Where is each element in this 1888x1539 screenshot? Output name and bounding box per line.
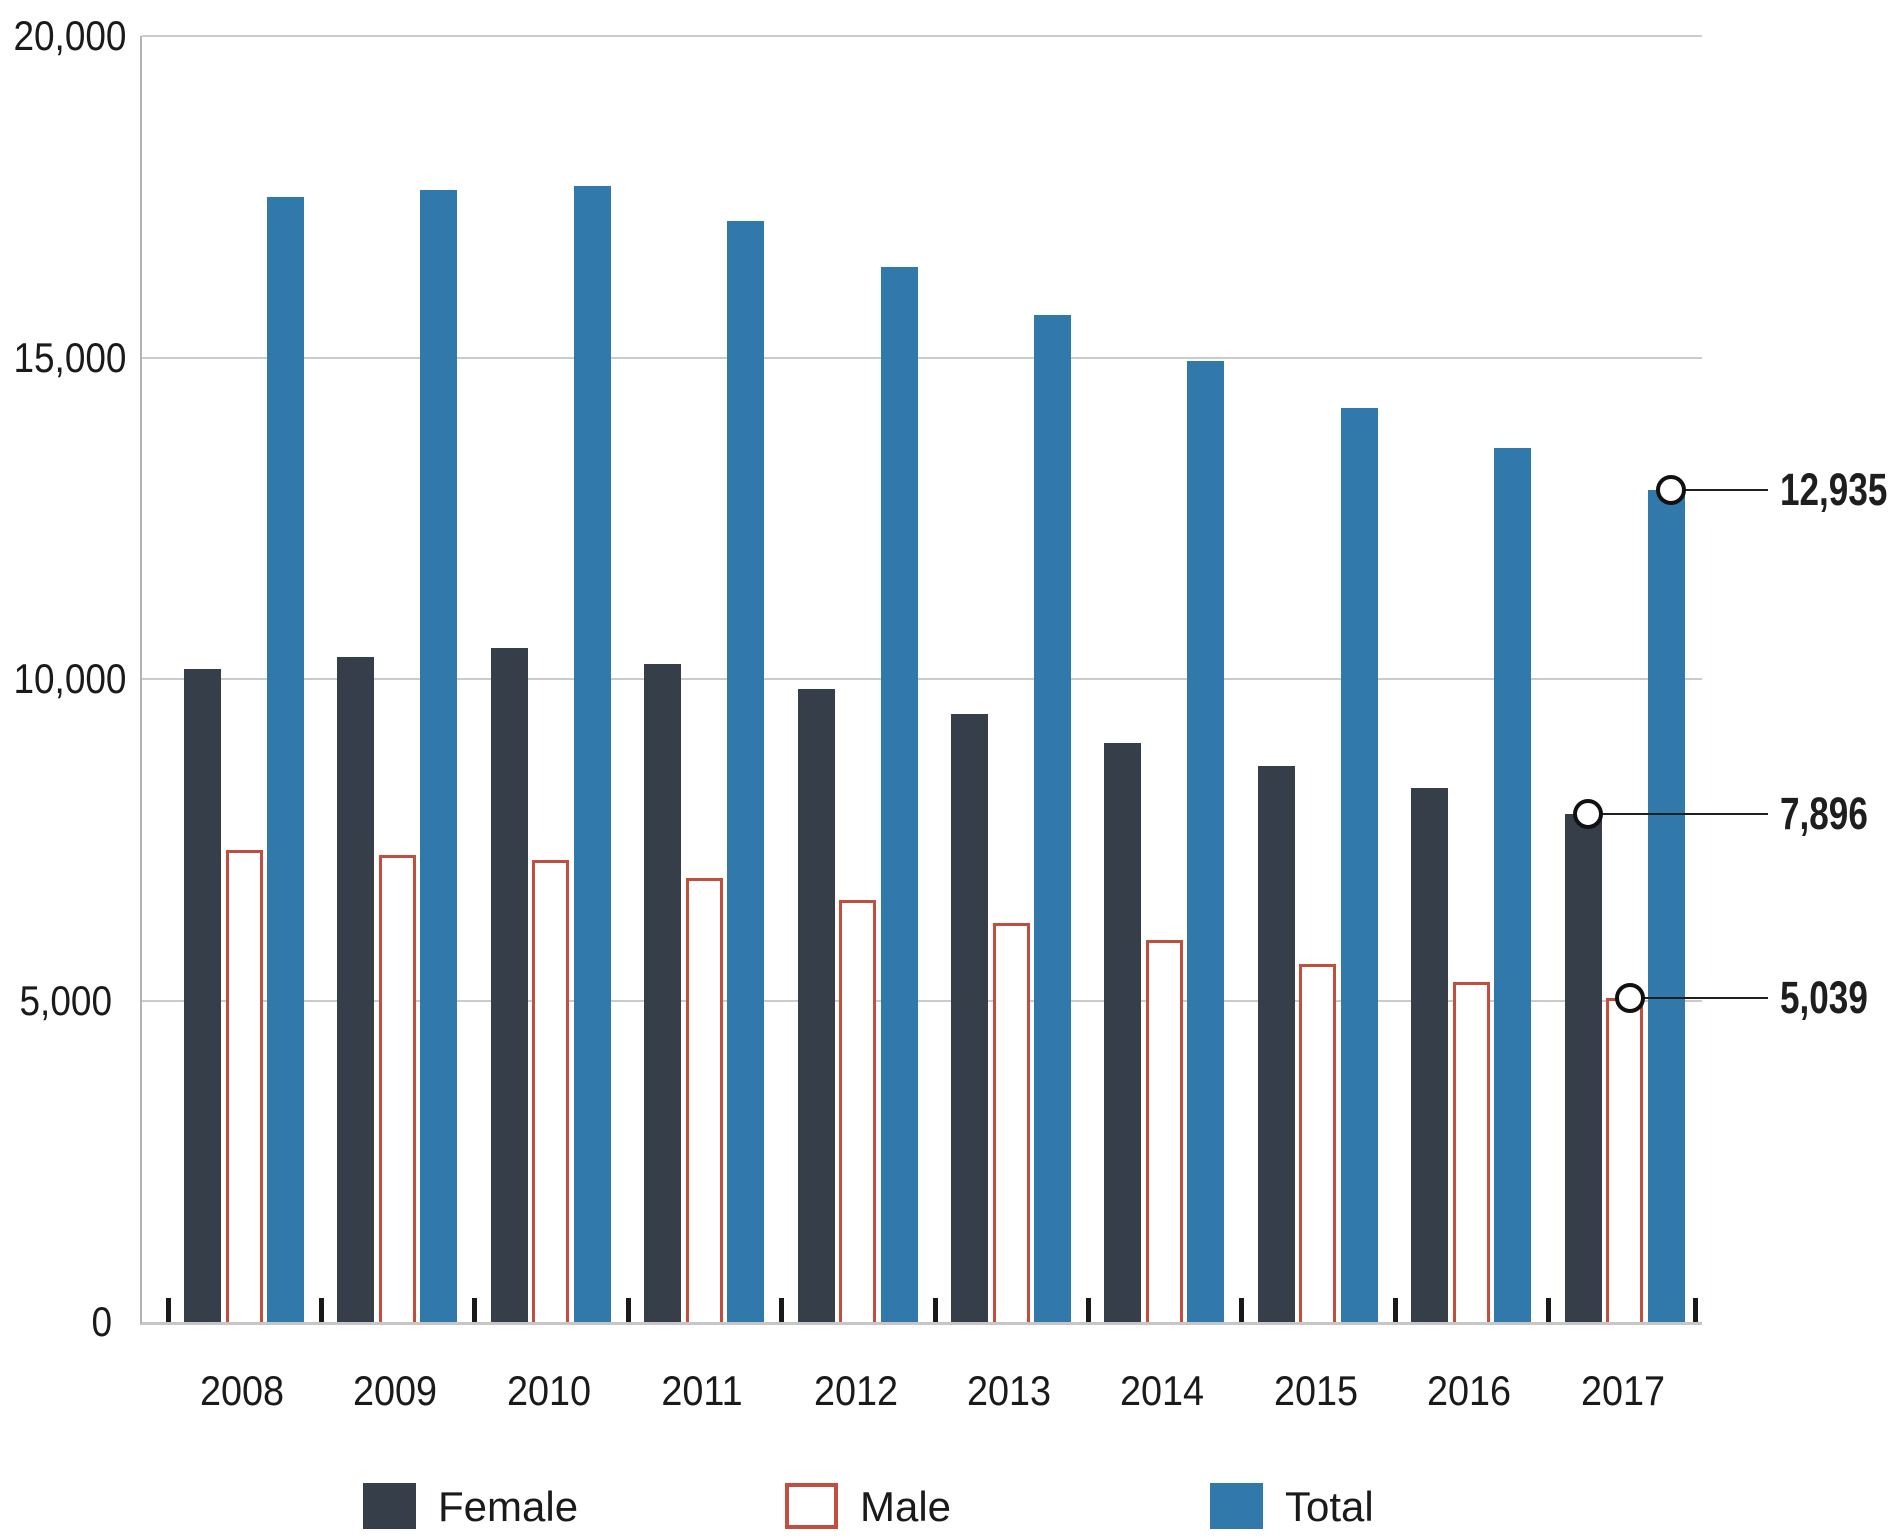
gridline-10000 bbox=[142, 678, 1702, 680]
annotation-line-female bbox=[1588, 813, 1768, 816]
y-axis-label-10000: 10,000 bbox=[13, 655, 127, 702]
annotation-line-total bbox=[1671, 489, 1768, 492]
female-swatch bbox=[363, 1483, 416, 1529]
bar-male-2012 bbox=[839, 900, 877, 1322]
y-axis-label-15000: 15,000 bbox=[13, 333, 127, 381]
bar-male-2017 bbox=[1606, 998, 1644, 1322]
y-axis-label-0: 0 bbox=[91, 1298, 112, 1345]
bar-female-2013 bbox=[951, 714, 988, 1322]
y-axis-label-20000: 20,000 bbox=[13, 12, 127, 59]
bar-total-2012 bbox=[880, 267, 918, 1322]
annotation-marker-total bbox=[1656, 475, 1687, 506]
bar-male-2015 bbox=[1299, 963, 1337, 1322]
x-axis-label-2012: 2012 bbox=[813, 1367, 898, 1414]
total-swatch bbox=[1210, 1483, 1263, 1529]
bar-female-2014 bbox=[1104, 742, 1142, 1322]
x-axis-tick bbox=[1392, 1298, 1398, 1322]
bar-total-2008 bbox=[267, 197, 304, 1322]
bar-male-2009 bbox=[378, 855, 416, 1322]
bar-total-2017 bbox=[1647, 490, 1685, 1322]
bar-male-2008 bbox=[225, 850, 263, 1322]
plot-area bbox=[140, 35, 1702, 1325]
bar-total-2009 bbox=[420, 190, 458, 1322]
x-axis-tick bbox=[625, 1298, 631, 1322]
x-axis-label-2010: 2010 bbox=[506, 1367, 591, 1414]
x-axis-tick-end bbox=[1693, 1298, 1698, 1322]
annotation-label-male: 5,039 bbox=[1780, 971, 1868, 1023]
male-swatch bbox=[785, 1483, 838, 1529]
bar-female-2016 bbox=[1411, 788, 1449, 1322]
x-axis-tick bbox=[779, 1298, 785, 1322]
x-axis-tick bbox=[318, 1298, 324, 1322]
bar-total-2014 bbox=[1187, 360, 1225, 1322]
x-axis-label-2009: 2009 bbox=[353, 1367, 438, 1414]
annotation-marker-female bbox=[1573, 799, 1604, 830]
bar-female-2015 bbox=[1257, 765, 1295, 1322]
y-axis-label-5000: 5,000 bbox=[19, 976, 112, 1024]
gridline-15000 bbox=[142, 356, 1702, 359]
bar-female-2010 bbox=[490, 648, 528, 1322]
bar-male-2014 bbox=[1145, 940, 1183, 1322]
bar-total-2011 bbox=[727, 220, 765, 1322]
bar-male-2013 bbox=[992, 922, 1030, 1322]
bar-total-2015 bbox=[1340, 407, 1378, 1322]
bar-female-2009 bbox=[337, 657, 375, 1322]
bar-male-2011 bbox=[685, 878, 723, 1322]
bar-male-2016 bbox=[1452, 981, 1490, 1322]
x-axis-label-2013: 2013 bbox=[966, 1367, 1052, 1414]
x-axis-label-2015: 2015 bbox=[1273, 1367, 1358, 1414]
x-axis-label-2016: 2016 bbox=[1427, 1367, 1512, 1414]
x-axis-label-2011: 2011 bbox=[661, 1367, 743, 1414]
x-axis-label-2008: 2008 bbox=[199, 1367, 285, 1414]
bar-total-2010 bbox=[573, 186, 611, 1322]
annotation-label-female: 7,896 bbox=[1780, 788, 1868, 840]
x-axis-tick bbox=[472, 1298, 478, 1322]
bar-female-2008 bbox=[184, 669, 221, 1322]
x-axis-tick bbox=[1546, 1298, 1552, 1322]
annotation-marker-male bbox=[1614, 982, 1645, 1013]
x-axis-label-2014: 2014 bbox=[1120, 1367, 1205, 1414]
bar-female-2017 bbox=[1564, 814, 1602, 1322]
bar-total-2013 bbox=[1034, 315, 1071, 1322]
gridline-5000 bbox=[142, 999, 1702, 1002]
x-axis-tick bbox=[1085, 1298, 1091, 1322]
legend-label-male: Male bbox=[860, 1483, 952, 1530]
annotation-label-total: 12,935 bbox=[1780, 464, 1888, 516]
x-axis-tick bbox=[165, 1298, 171, 1322]
bar-total-2016 bbox=[1494, 448, 1532, 1322]
bar-female-2012 bbox=[797, 689, 835, 1322]
legend-label-female: Female bbox=[438, 1483, 579, 1530]
x-axis-tick bbox=[1239, 1298, 1245, 1322]
legend-label-total: Total bbox=[1285, 1483, 1374, 1530]
x-axis-label-2017: 2017 bbox=[1580, 1367, 1665, 1414]
bar-male-2010 bbox=[532, 860, 570, 1322]
annotation-line-male bbox=[1629, 996, 1768, 999]
bar-female-2011 bbox=[644, 664, 682, 1322]
x-axis-tick bbox=[932, 1298, 938, 1322]
gridline-20000 bbox=[142, 35, 1702, 37]
